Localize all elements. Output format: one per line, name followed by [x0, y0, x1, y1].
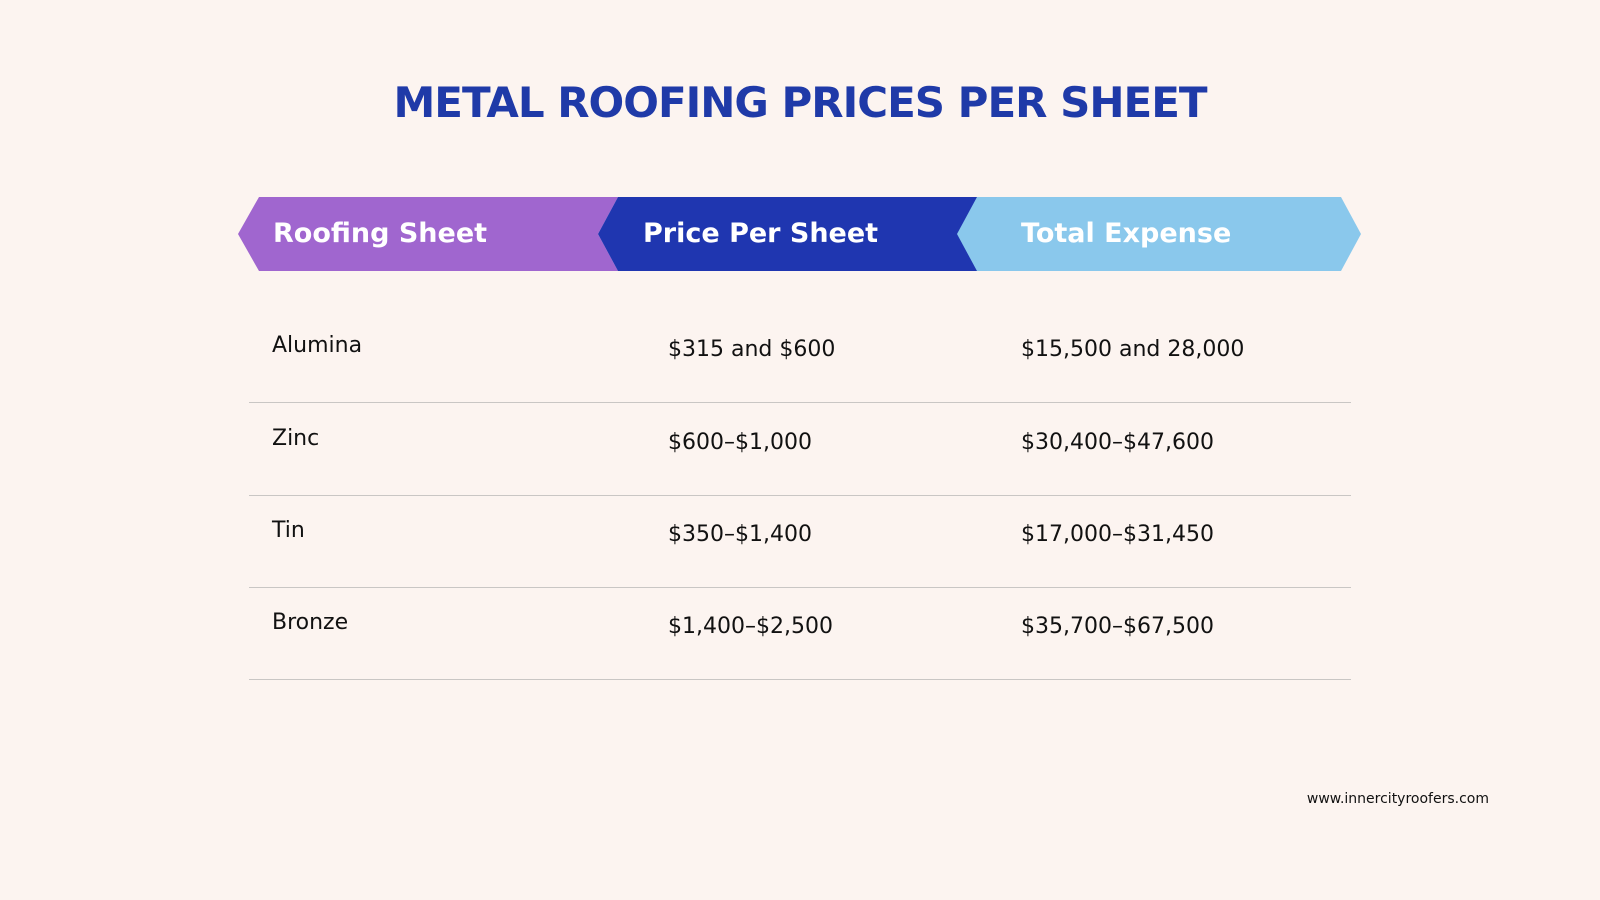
- cell-price-per-sheet: $315 and $600: [668, 337, 836, 362]
- cell-roofing-sheet: Tin: [272, 518, 305, 543]
- header-shape-total-expense: [957, 197, 1361, 271]
- page-title: METAL ROOFING PRICES PER SHEET: [393, 78, 1207, 127]
- cell-price-per-sheet: $350–$1,400: [668, 522, 812, 547]
- table-header: Roofing Sheet Price Per Sheet Total Expe…: [0, 197, 1600, 271]
- cell-price-per-sheet: $1,400–$2,500: [668, 614, 833, 639]
- footer-url: www.innercityroofers.com: [1306, 791, 1489, 807]
- cell-total-expense: $30,400–$47,600: [1021, 430, 1214, 455]
- cell-total-expense: $17,000–$31,450: [1021, 522, 1214, 547]
- header-shape-roofing-sheet: [238, 197, 618, 271]
- cell-price-per-sheet: $600–$1,000: [668, 430, 812, 455]
- header-roofing-sheet: Roofing Sheet: [273, 218, 488, 249]
- table-row: Zinc $600–$1,000 $30,400–$47,600: [249, 403, 1351, 496]
- cell-total-expense: $15,500 and 28,000: [1021, 337, 1245, 362]
- header-total-expense: Total Expense: [1021, 218, 1232, 249]
- table-row: Alumina $315 and $600 $15,500 and 28,000: [249, 310, 1351, 403]
- cell-roofing-sheet: Zinc: [272, 426, 320, 451]
- cell-total-expense: $35,700–$67,500: [1021, 614, 1214, 639]
- table-row: Tin $350–$1,400 $17,000–$31,450: [249, 495, 1351, 588]
- header-chevrons: [238, 197, 1361, 271]
- cell-roofing-sheet: Bronze: [272, 610, 349, 635]
- table-row: Bronze $1,400–$2,500 $35,700–$67,500: [249, 587, 1351, 680]
- cell-roofing-sheet: Alumina: [272, 333, 363, 358]
- header-price-per-sheet: Price Per Sheet: [643, 218, 879, 249]
- header-shape-price-per-sheet: [598, 197, 977, 271]
